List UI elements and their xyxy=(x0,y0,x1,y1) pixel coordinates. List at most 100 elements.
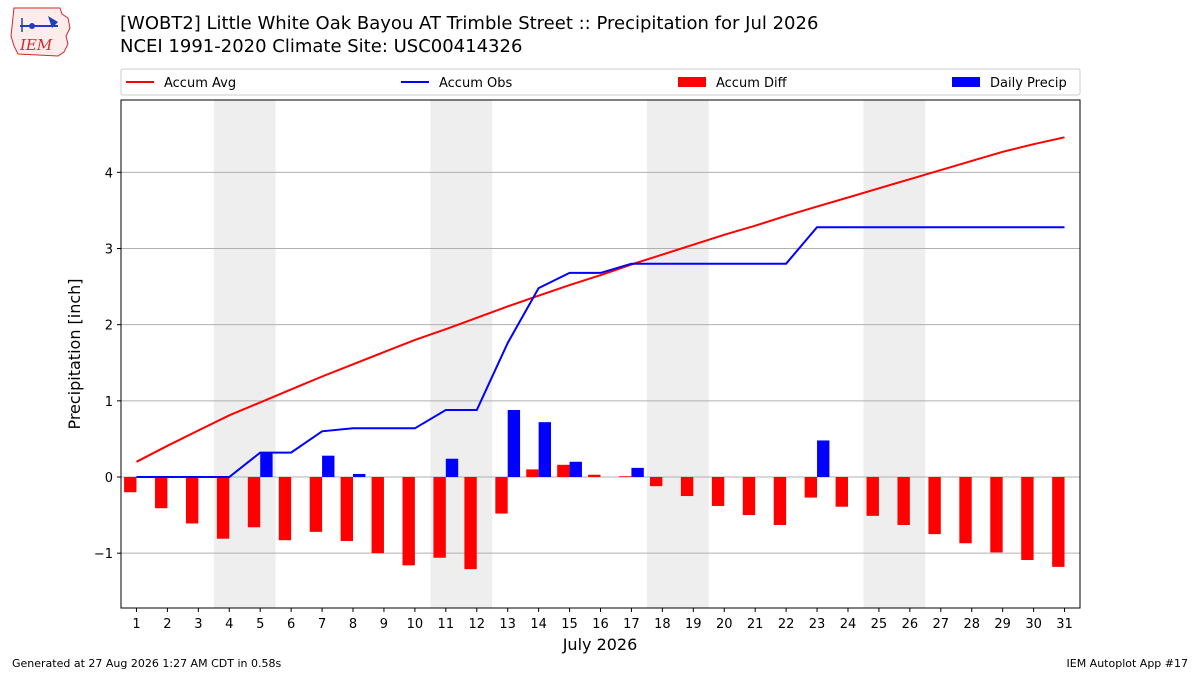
y-tick-label: 4 xyxy=(105,166,113,181)
legend-entry: Accum Obs xyxy=(439,76,512,91)
daily-precip-bar xyxy=(507,409,521,478)
title-line-2: NCEI 1991-2020 Climate Site: USC00414326 xyxy=(120,36,523,57)
daily-precip-bar xyxy=(631,467,644,478)
x-tick-label: 8 xyxy=(349,617,357,632)
accum-diff-bar xyxy=(959,477,972,544)
accum-avg-line xyxy=(136,136,1065,463)
accum-diff-bar xyxy=(680,477,694,497)
x-tick-label: 16 xyxy=(592,617,609,632)
x-tick-label: 30 xyxy=(1025,617,1042,632)
x-tick-label: 5 xyxy=(256,617,264,632)
legend-swatch xyxy=(678,77,706,87)
x-tick-label: 28 xyxy=(963,617,980,632)
y-tick-label: 3 xyxy=(105,243,113,258)
accum-diff-bar xyxy=(464,477,477,570)
accum-diff-bar xyxy=(433,477,446,558)
daily-precip-bar xyxy=(260,452,273,478)
x-tick-label: 25 xyxy=(871,617,888,632)
x-tick-label: 1 xyxy=(132,617,140,632)
daily-precip-bar xyxy=(353,473,366,478)
weekend-band-3 xyxy=(646,100,709,608)
x-tick-label: 13 xyxy=(499,617,516,632)
y-tick-label: −1 xyxy=(94,547,113,562)
legend-box xyxy=(120,68,1081,96)
accum-diff-bar xyxy=(711,477,725,506)
x-tick-label: 27 xyxy=(933,617,950,632)
x-tick-label: 19 xyxy=(685,617,702,632)
accum-diff-bar xyxy=(495,477,508,514)
accum-diff-bar xyxy=(649,477,663,487)
x-tick-label: 21 xyxy=(747,617,764,632)
x-tick-label: 31 xyxy=(1056,617,1073,632)
daily-precip-bar xyxy=(817,440,830,478)
daily-precip-bar xyxy=(445,458,459,478)
legend-swatch xyxy=(952,77,980,87)
legend-entry: Accum Avg xyxy=(164,76,236,91)
title-line-1: [WOBT2] Little White Oak Bayou AT Trimbl… xyxy=(120,13,819,34)
legend: Accum Avg Accum Obs Accum Diff Daily Precip xyxy=(120,68,1081,96)
x-tick-label: 3 xyxy=(194,617,202,632)
grid-lines xyxy=(121,171,1080,554)
accum-diff-bar xyxy=(155,477,168,509)
accum-diff-bar xyxy=(588,474,601,478)
iem-logo: IEM xyxy=(10,7,71,57)
x-tick-label: 9 xyxy=(380,617,388,632)
accum-diff-bar xyxy=(309,477,323,532)
x-tick-label: 22 xyxy=(778,617,795,632)
x-tick-label: 10 xyxy=(407,617,424,632)
accum-diff-bar xyxy=(216,477,230,539)
accum-diff-bar xyxy=(928,477,941,535)
accum-diff-bar xyxy=(1052,477,1065,567)
logo-text: IEM xyxy=(19,36,53,54)
accum-diff-bar xyxy=(402,477,415,566)
y-tick-label: 2 xyxy=(105,319,113,334)
accum-diff-bar xyxy=(897,477,910,525)
x-tick-label: 15 xyxy=(561,617,578,632)
series-lines xyxy=(136,136,1065,478)
accum-diff-bar xyxy=(278,477,292,541)
accum-diff-bar xyxy=(1021,477,1034,561)
accum-diff-bar xyxy=(557,464,570,478)
accum-diff-bar xyxy=(247,477,261,528)
x-tick-label: 7 xyxy=(318,617,326,632)
x-tick-label: 17 xyxy=(623,617,640,632)
accum-diff-bar xyxy=(866,477,879,516)
x-tick-label: 29 xyxy=(994,617,1011,632)
app-label: IEM Autoplot App #17 xyxy=(1066,657,1189,670)
accum-diff-bar xyxy=(124,477,137,493)
y-tick-label: 1 xyxy=(105,395,113,410)
accum-diff-bar xyxy=(742,477,756,516)
accum-diff-bar xyxy=(619,476,632,478)
accum-diff-bar xyxy=(773,477,787,525)
x-tick-label: 4 xyxy=(225,617,233,632)
legend-entry: Accum Diff xyxy=(716,76,788,91)
y-axis-label: Precipitation [inch] xyxy=(65,278,84,429)
daily-precip-bar xyxy=(322,455,335,478)
x-tick-label: 20 xyxy=(716,617,733,632)
x-tick-label: 24 xyxy=(840,617,857,632)
x-tick-label: 2 xyxy=(163,617,171,632)
x-tick-label: 18 xyxy=(654,617,671,632)
x-tick-label: 12 xyxy=(468,617,485,632)
legend-entry: Daily Precip xyxy=(990,76,1067,91)
x-axis-label: July 2026 xyxy=(562,635,638,654)
y-axis: −1 0 1 2 3 4 xyxy=(94,166,121,562)
daily-precip-bar xyxy=(569,461,582,478)
accum-diff-bar xyxy=(340,477,354,541)
x-tick-label: 14 xyxy=(530,617,547,632)
x-tick-label: 6 xyxy=(287,617,295,632)
accum-diff-bar xyxy=(371,477,384,554)
accum-diff-bar xyxy=(990,477,1003,553)
accum-obs-line xyxy=(136,226,1065,478)
y-tick-label: 0 xyxy=(105,471,113,486)
chart-title: [WOBT2] Little White Oak Bayou AT Trimbl… xyxy=(120,12,818,58)
accum-diff-bar xyxy=(185,477,199,524)
x-tick-label: 11 xyxy=(438,617,455,632)
daily-precip-bar xyxy=(538,422,552,478)
x-tick-label: 23 xyxy=(809,617,826,632)
accum-diff-bar xyxy=(804,477,818,498)
generated-timestamp: Generated at 27 Aug 2026 1:27 AM CDT in … xyxy=(12,657,282,670)
accum-diff-bar xyxy=(835,477,848,507)
accum-diff-bar xyxy=(526,469,539,478)
